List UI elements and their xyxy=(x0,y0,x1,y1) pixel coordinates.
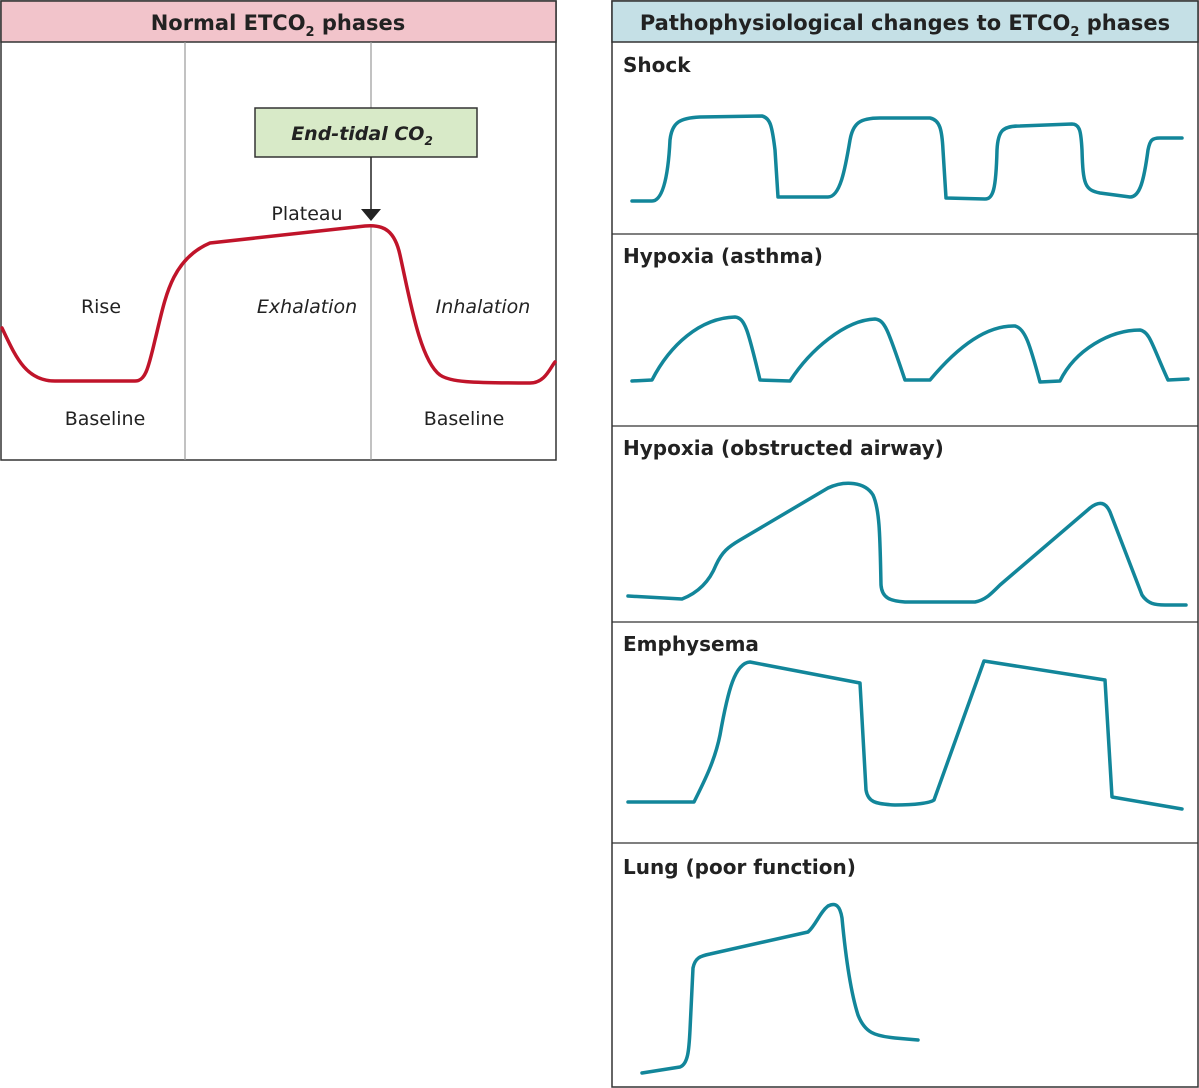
inhalation-label: Inhalation xyxy=(436,296,531,318)
hypoxia-obstructed-airway-label: Hypoxia (obstructed airway) xyxy=(623,436,944,460)
callout-arrow-head-icon xyxy=(361,209,381,221)
shock-waveform xyxy=(630,114,1184,203)
emphysema-waveform xyxy=(626,659,1184,811)
lung-poor-function-waveform xyxy=(640,902,920,1075)
shock-label: Shock xyxy=(623,53,691,77)
normal-panel-header xyxy=(0,0,557,43)
end-tidal-callout xyxy=(254,107,478,158)
normal-panel-frame xyxy=(0,0,557,461)
hypoxia-asthma-waveform xyxy=(630,315,1190,384)
emphysema-label: Emphysema xyxy=(623,632,759,656)
hypoxia-obstructed-airway-waveform xyxy=(626,481,1188,607)
patho-panel-header xyxy=(611,0,1199,43)
normal-waveform xyxy=(0,223,557,385)
pathophysiological-panel: Pathophysiological changes to ETCO2 phas… xyxy=(611,0,1199,1088)
end-tidal-callout-text: End-tidal CO2 xyxy=(291,123,433,148)
lung-poor-function-label: Lung (poor function) xyxy=(623,855,856,879)
exhalation-label: Exhalation xyxy=(257,296,357,318)
patho-panel-title: Pathophysiological changes to ETCO2 phas… xyxy=(640,11,1170,40)
rise-label: Rise xyxy=(81,296,121,318)
normal-panel-title: Normal ETCO2 phases xyxy=(151,11,406,40)
plateau-label: Plateau xyxy=(271,203,342,225)
hypoxia-asthma-label: Hypoxia (asthma) xyxy=(623,244,823,268)
baseline-left-label: Baseline xyxy=(65,408,146,430)
baseline-right-label: Baseline xyxy=(424,408,505,430)
patho-panel-frame xyxy=(611,0,1199,1088)
normal-etco2-panel: Normal ETCO2 phases End-tidal CO2 Platea… xyxy=(0,0,557,461)
